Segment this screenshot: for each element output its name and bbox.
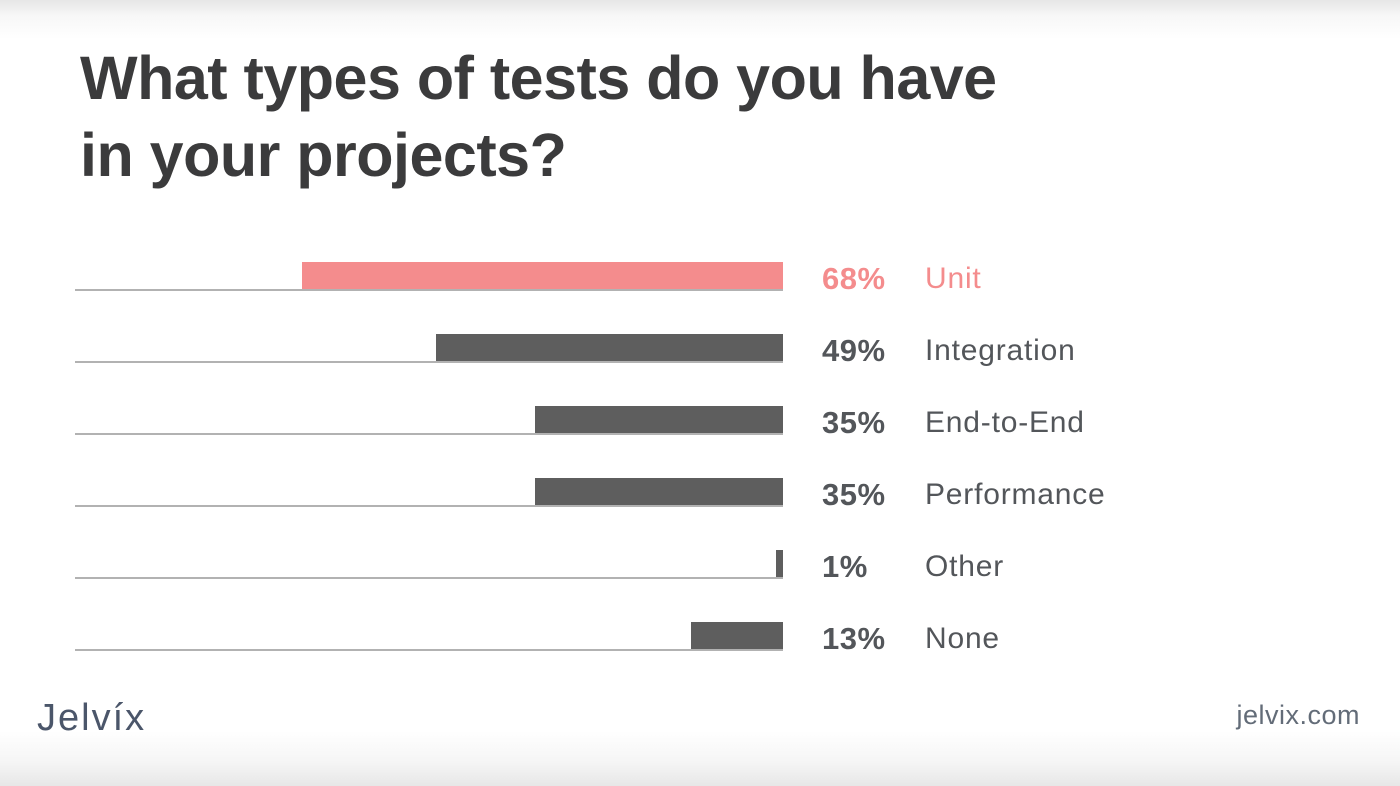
chart-title-line-1: What types of tests do you have (80, 44, 997, 112)
chart-row: 35% Performance (75, 476, 1106, 512)
bar-track (75, 550, 783, 579)
category-label: None (925, 621, 1000, 655)
chart-row: 49% Integration (75, 332, 1106, 368)
category-label: Unit (925, 261, 982, 295)
bar-segment (301, 262, 783, 289)
chart-row: 35% End-to-End (75, 404, 1106, 440)
bar-segment (436, 334, 783, 361)
chart-row: 13% None (75, 620, 1106, 656)
value-label: 68% (822, 260, 886, 296)
bar-track (75, 406, 783, 435)
chart-title-line-2: in your projects? (80, 121, 567, 189)
value-label: 35% (822, 404, 886, 440)
bar-track (75, 262, 783, 291)
bar-segment (535, 406, 783, 433)
website-url: jelvix.com (1236, 700, 1360, 730)
category-label: Integration (925, 333, 1076, 367)
category-label: Other (925, 549, 1005, 583)
bar-track (75, 478, 783, 507)
bar-segment (535, 478, 783, 505)
jelvix-logo: Jelvíx (37, 697, 147, 739)
bar-chart: 68% Unit 49% Integration 35% End-to-End 35% Per… (75, 260, 1106, 696)
chart-row: 68% Unit (75, 260, 1106, 296)
chart-row: 1% Other (75, 548, 1106, 584)
value-label: 49% (822, 332, 886, 368)
bar-segment (775, 550, 783, 577)
value-label: 1% (822, 548, 868, 584)
chart-title: What types of tests do you have in your p… (80, 40, 1260, 194)
value-label: 13% (822, 620, 886, 656)
bar-segment (690, 622, 783, 649)
category-label: End-to-End (925, 405, 1085, 439)
value-label: 35% (822, 476, 886, 512)
bar-track (75, 334, 783, 363)
category-label: Performance (925, 477, 1106, 511)
bar-track (75, 622, 783, 651)
